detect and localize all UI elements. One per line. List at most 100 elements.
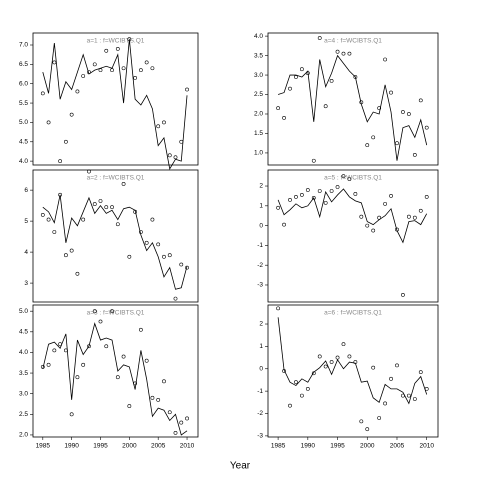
point (377, 106, 382, 111)
point (288, 197, 292, 202)
point (52, 348, 57, 353)
fit-line (277, 188, 428, 244)
point (144, 240, 149, 245)
fit-line (42, 322, 188, 436)
point (323, 364, 328, 369)
point (58, 159, 63, 164)
y-tick-label: 2.5 (19, 411, 28, 418)
y-tick-label: -1 (257, 388, 263, 395)
point (150, 66, 155, 71)
point (115, 375, 120, 380)
point (98, 199, 103, 203)
y-tick-label: 6 (24, 187, 28, 194)
point (276, 205, 281, 210)
point (121, 182, 126, 186)
y-tick-label: 1.0 (254, 150, 263, 157)
point (156, 397, 161, 402)
y-tick-label: 1 (259, 343, 263, 350)
point (418, 370, 423, 375)
point (418, 98, 423, 103)
panel-frame (32, 169, 199, 303)
point (412, 397, 417, 401)
point (40, 213, 45, 217)
x-tick-label: 1995 (93, 443, 108, 450)
point (288, 403, 292, 408)
point (317, 354, 322, 359)
point (104, 205, 109, 210)
panel-frame (267, 169, 439, 303)
panel-strip-label: a=4 : f=WCIBTS.Q1 (324, 38, 382, 45)
x-tick-label: 2010 (180, 443, 195, 450)
point (52, 230, 57, 234)
point (347, 354, 352, 359)
point (69, 248, 74, 253)
point (40, 91, 45, 96)
point (347, 51, 352, 56)
point (144, 60, 149, 65)
point (359, 419, 364, 424)
point (412, 215, 417, 220)
y-tick-label: 6.0 (19, 80, 28, 87)
point (167, 410, 172, 415)
point (401, 292, 405, 297)
point (75, 375, 80, 380)
panel-frame (267, 32, 439, 166)
point (162, 120, 166, 125)
y-tick-label: 2 (259, 321, 263, 328)
point (317, 189, 322, 193)
point (371, 365, 376, 370)
panel-strip-label: a=6 : f=WCIBTS.Q1 (324, 310, 382, 317)
point (87, 169, 91, 174)
point (418, 208, 423, 213)
point (311, 158, 316, 163)
point (311, 196, 316, 200)
y-tick-label: 3.5 (254, 52, 263, 59)
panel-strip-label: a=5 : f=WCIBTS.Q1 (324, 175, 382, 182)
y-tick-label: 3 (24, 280, 28, 287)
y-tick-label: 1 (259, 203, 263, 210)
point (335, 49, 340, 54)
point (406, 214, 411, 219)
point (299, 193, 304, 197)
y-tick-label: 2.0 (19, 432, 28, 439)
panel-strip-label: a=3 : f=WCIBTS.Q1 (87, 310, 145, 317)
point (359, 214, 364, 219)
point (104, 48, 109, 53)
point (185, 416, 189, 421)
point (127, 404, 132, 408)
point (179, 262, 184, 267)
x-tick-label: 1985 (271, 443, 286, 450)
point (347, 177, 352, 182)
y-tick-label: -3 (257, 282, 263, 289)
point (406, 112, 411, 116)
point (424, 125, 429, 130)
point (75, 89, 80, 94)
x-axis-label: Year (230, 461, 251, 472)
x-tick-label: 2000 (360, 443, 375, 450)
point (389, 90, 393, 95)
point (365, 223, 370, 228)
y-tick-label: 3.0 (254, 72, 263, 79)
point (371, 135, 376, 140)
y-tick-label: 2.5 (254, 91, 263, 98)
point (371, 228, 376, 233)
point (92, 202, 97, 206)
point (329, 78, 334, 83)
point (323, 104, 328, 109)
x-tick-label: 1990 (301, 443, 316, 450)
point (150, 395, 155, 400)
point (282, 115, 286, 120)
point (377, 416, 382, 420)
y-tick-label: 7.0 (19, 42, 28, 49)
y-tick-label: 6.5 (19, 61, 28, 68)
x-tick-label: 2010 (419, 443, 434, 450)
x-tick-label: 2000 (122, 443, 137, 450)
point (383, 401, 387, 406)
y-tick-label: 3.5 (19, 370, 28, 377)
point (63, 253, 68, 258)
point (121, 66, 126, 71)
point (81, 217, 86, 222)
point (115, 46, 120, 51)
